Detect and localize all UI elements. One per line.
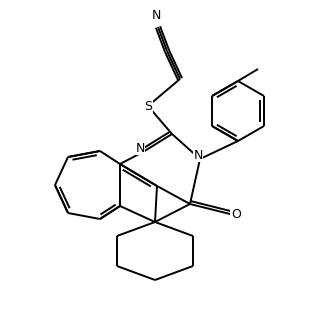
- Text: N: N: [135, 142, 145, 155]
- Text: S: S: [144, 100, 152, 113]
- Text: O: O: [231, 207, 241, 220]
- Text: N: N: [151, 9, 161, 22]
- Text: N: N: [193, 149, 203, 162]
